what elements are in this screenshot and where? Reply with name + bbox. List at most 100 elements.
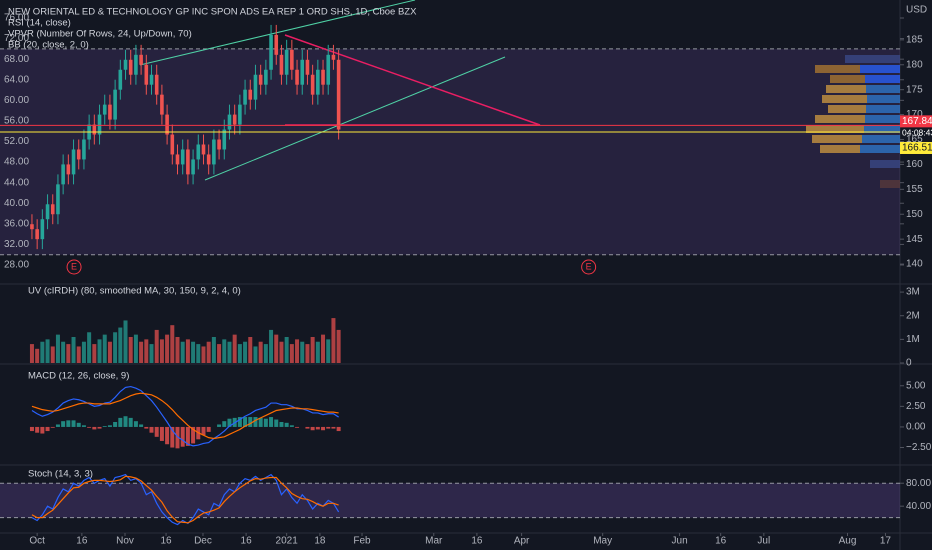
y-tick-label: 165 bbox=[906, 134, 923, 145]
x-tick-label: Dec bbox=[194, 536, 212, 547]
histogram-bar bbox=[40, 426, 45, 434]
y-tick-label: 76.00 bbox=[4, 13, 29, 24]
y-tick-label: 160 bbox=[906, 159, 923, 170]
event-label: E bbox=[71, 261, 77, 271]
candle-body bbox=[279, 54, 284, 75]
volume-bar bbox=[45, 339, 50, 363]
candle-body bbox=[134, 54, 138, 75]
x-tick-label: 16 bbox=[471, 536, 483, 547]
histogram-bar bbox=[263, 418, 268, 427]
volume-bar bbox=[263, 344, 268, 363]
volume-bar bbox=[253, 346, 258, 363]
histogram-bar bbox=[128, 417, 133, 427]
profile-row bbox=[866, 105, 900, 113]
histogram-bar bbox=[170, 426, 175, 448]
histogram-bar bbox=[274, 419, 279, 427]
x-tick-label: Feb bbox=[353, 536, 371, 547]
candle-body bbox=[170, 134, 175, 155]
candle-body bbox=[326, 54, 331, 85]
countdown: 04:08:43 bbox=[902, 128, 932, 138]
histogram-bar bbox=[331, 426, 336, 429]
candle-body bbox=[144, 64, 149, 85]
histogram-bar bbox=[206, 426, 211, 432]
histogram-bar bbox=[66, 420, 71, 427]
profile-row bbox=[845, 55, 900, 63]
histogram-bar bbox=[71, 420, 76, 427]
candle-body bbox=[128, 59, 133, 75]
volume-bar bbox=[217, 344, 222, 363]
profile-row bbox=[880, 180, 900, 188]
histogram-bar bbox=[45, 426, 50, 432]
x-tick-label: Jul bbox=[757, 536, 770, 547]
candle-body bbox=[300, 59, 305, 85]
volume-bar bbox=[87, 332, 92, 363]
volume-bar bbox=[326, 339, 331, 363]
candle-body bbox=[154, 74, 159, 95]
price-label: 167.84 bbox=[902, 116, 932, 127]
x-tick-label: May bbox=[593, 536, 612, 547]
y-tick-label: 52.00 bbox=[4, 136, 29, 147]
volume-bar bbox=[300, 341, 305, 363]
event-marker bbox=[581, 259, 597, 275]
profile-row bbox=[828, 105, 866, 113]
candle-body bbox=[196, 144, 201, 160]
candle-body bbox=[336, 59, 341, 130]
volume-bar bbox=[315, 341, 320, 363]
x-tick-label: 16 bbox=[160, 536, 172, 547]
volume-bar bbox=[232, 334, 237, 363]
volume-bar bbox=[92, 344, 97, 363]
volume-bar bbox=[128, 337, 133, 363]
candle-body bbox=[243, 89, 247, 105]
histogram-bar bbox=[139, 424, 144, 427]
y-tick-label: 0 bbox=[906, 358, 912, 369]
volume-bar bbox=[102, 334, 107, 363]
candle-body bbox=[212, 139, 216, 165]
volume-bar bbox=[97, 339, 102, 363]
volume-bar bbox=[159, 339, 164, 363]
y-tick-label: 40.00 bbox=[906, 501, 931, 512]
volume-bar bbox=[336, 329, 341, 363]
volume-bar bbox=[289, 344, 294, 363]
histogram-bar bbox=[269, 417, 274, 427]
candle-body bbox=[165, 114, 169, 135]
volume-bar bbox=[222, 339, 227, 363]
candle-body bbox=[139, 54, 143, 65]
y-tick-label: 150 bbox=[906, 209, 923, 220]
profile-row bbox=[862, 135, 900, 143]
histogram-bar bbox=[326, 426, 331, 429]
histogram-bar bbox=[279, 422, 284, 427]
candle-body bbox=[232, 114, 237, 125]
candle-body bbox=[258, 74, 263, 85]
y-tick-label: 0.00 bbox=[906, 422, 926, 433]
volume-bar bbox=[185, 339, 190, 363]
candle-body bbox=[248, 89, 253, 100]
candle-body bbox=[186, 149, 190, 175]
y-tick-label: 56.00 bbox=[4, 116, 29, 127]
candle-body bbox=[113, 89, 117, 120]
candle-body bbox=[201, 144, 206, 155]
legend-entry: VPVR (Number Of Rows, 24, Up/Down, 70) bbox=[8, 29, 192, 40]
x-tick-label: 16 bbox=[76, 536, 88, 547]
volume-bar bbox=[35, 348, 40, 363]
volume-bar bbox=[180, 341, 185, 363]
candle-body bbox=[227, 114, 232, 130]
volume-bar bbox=[71, 337, 76, 363]
candle-body bbox=[61, 164, 65, 185]
y-tick-label: 80.00 bbox=[906, 478, 931, 489]
trend-line bbox=[204, 56, 506, 181]
histogram-bar bbox=[243, 417, 248, 427]
volume-bar bbox=[81, 341, 86, 363]
histogram-bar bbox=[284, 422, 289, 427]
histogram-bar bbox=[237, 417, 242, 427]
legend-entry: RSI (14, close) bbox=[8, 18, 71, 29]
volume-bar bbox=[284, 337, 289, 363]
profile-row bbox=[806, 125, 864, 133]
volume-bar bbox=[175, 337, 180, 363]
volume-bar bbox=[123, 320, 128, 363]
histogram-bar bbox=[165, 426, 170, 445]
volume-bar bbox=[165, 334, 170, 363]
price-label: 166.51 bbox=[902, 143, 932, 154]
histogram-bar bbox=[310, 426, 315, 431]
x-tick-label: Nov bbox=[116, 536, 134, 547]
histogram-bar bbox=[201, 426, 206, 436]
